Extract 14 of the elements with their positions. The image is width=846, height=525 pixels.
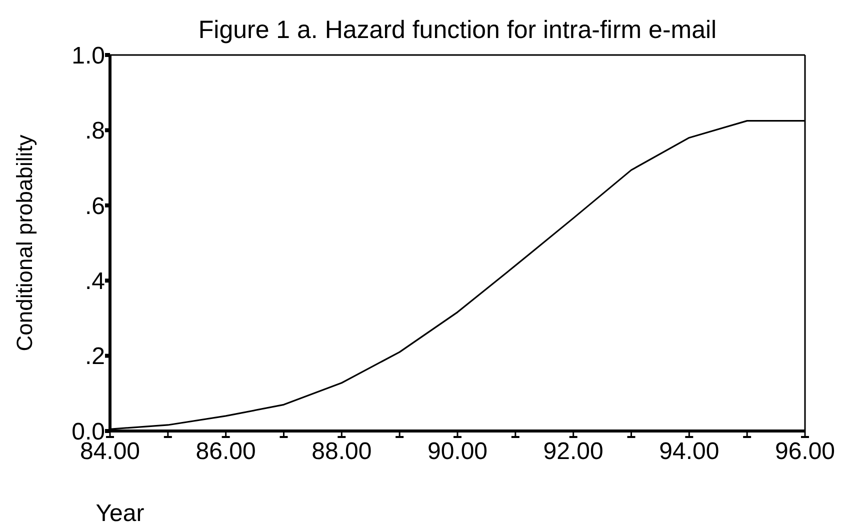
x-axis-title: Year <box>96 500 144 525</box>
x-tick-label: 90.00 <box>427 438 488 465</box>
y-tick-label: 1.0 <box>72 42 105 70</box>
x-tick-label: 86.00 <box>196 438 256 465</box>
y-tick-label: .4 <box>84 268 105 295</box>
x-tick-label: 96.00 <box>774 438 836 465</box>
x-tick-label: 94.00 <box>659 438 720 465</box>
y-tick-label: .2 <box>84 343 105 370</box>
y-axis-title: Conditional probability <box>12 134 37 352</box>
x-tick-label: 88.00 <box>312 438 372 465</box>
y-tick-label: .8 <box>84 118 105 145</box>
y-tick-label: .6 <box>84 192 105 220</box>
chart-title: Figure 1 a. Hazard function for intra-firm e-mail <box>198 16 717 44</box>
x-tick-label: 92.00 <box>543 438 604 465</box>
